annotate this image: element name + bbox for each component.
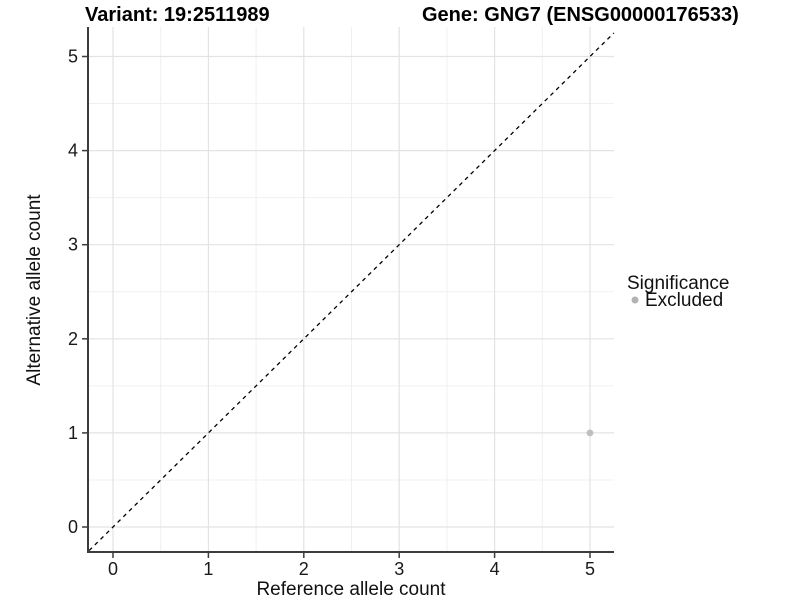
- x-tick-labels: 0 1 2 3 4 5: [108, 559, 595, 579]
- grid-minor: [88, 27, 614, 552]
- x-tick-label: 4: [490, 559, 500, 579]
- y-tick-label: 4: [68, 141, 78, 161]
- y-tick-labels: 0 1 2 3 4 5: [68, 47, 78, 538]
- gene-title: Gene: GNG7 (ENSG00000176533): [422, 4, 739, 26]
- y-axis-title: Alternative allele count: [24, 194, 45, 386]
- x-tick-label: 2: [299, 559, 309, 579]
- y-tick-label: 3: [68, 235, 78, 255]
- legend-point-swatch: [631, 296, 639, 304]
- y-tick-label: 0: [68, 517, 78, 537]
- x-tick-label: 5: [585, 559, 595, 579]
- x-tick-label: 0: [108, 559, 118, 579]
- axis-tick-marks: [82, 55, 591, 558]
- y-tick-label: 2: [68, 329, 78, 349]
- legend: Significance Excluded: [627, 273, 729, 311]
- x-axis-title: Reference allele count: [256, 579, 446, 600]
- identity-reference-line: [88, 32, 615, 551]
- data-point-excluded: [586, 429, 594, 437]
- y-tick-label: 5: [68, 47, 78, 67]
- legend-title: Significance: [627, 273, 729, 294]
- x-tick-label: 3: [394, 559, 404, 579]
- legend-label-excluded: Excluded: [645, 290, 723, 311]
- x-tick-label: 1: [203, 559, 213, 579]
- y-tick-label: 1: [68, 423, 78, 443]
- variant-title: Variant: 19:2511989: [85, 4, 270, 26]
- grid-major: [88, 27, 614, 552]
